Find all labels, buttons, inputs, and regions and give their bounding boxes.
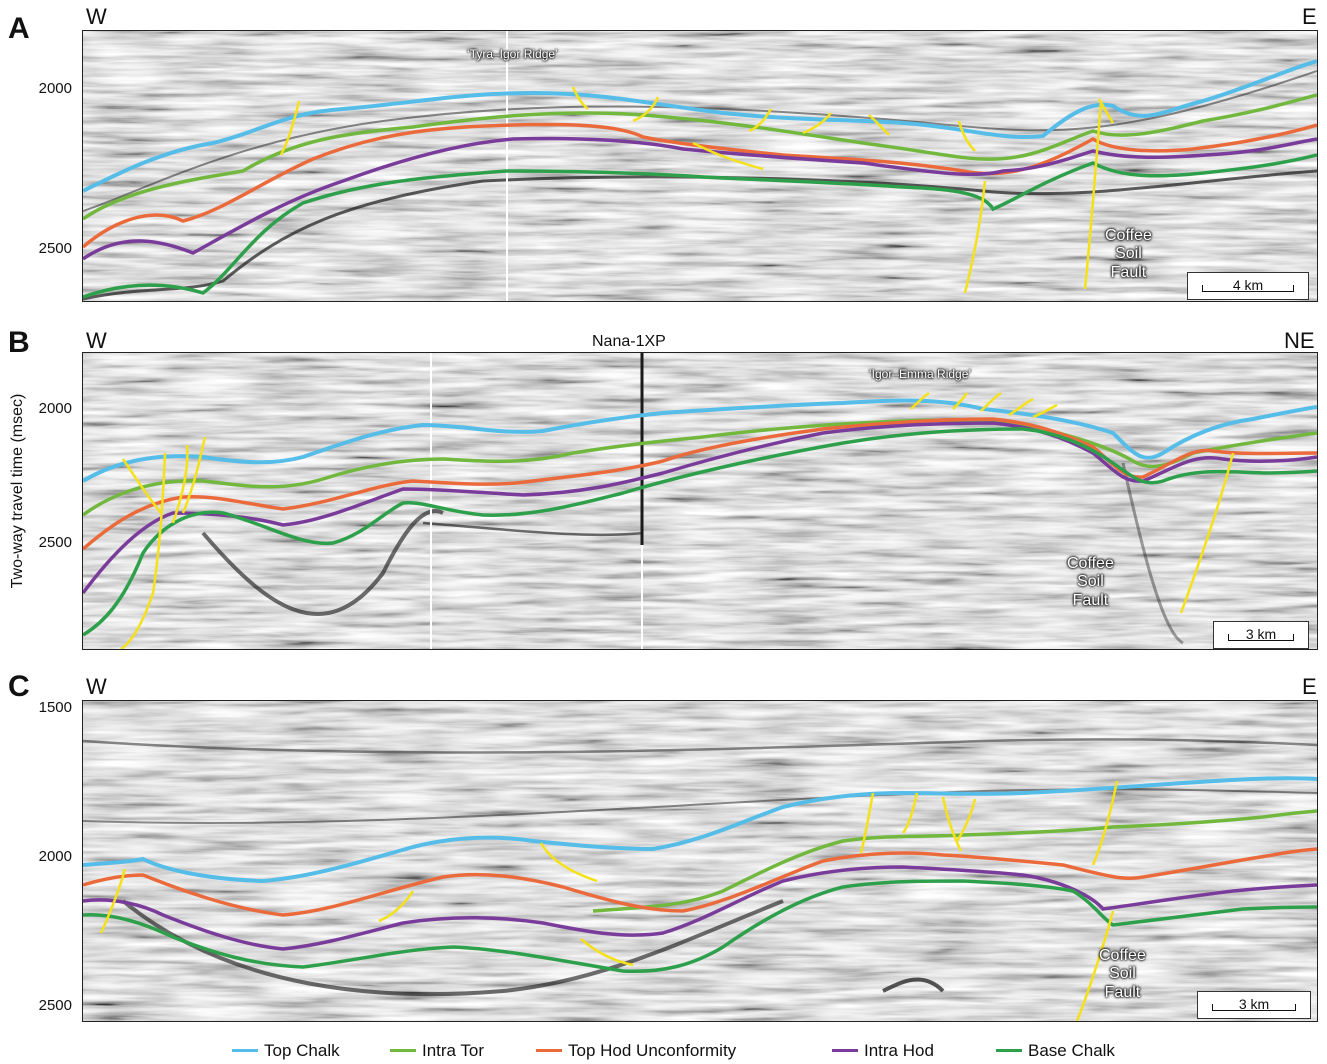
panel-c-scale-label: 3 km bbox=[1238, 996, 1270, 1012]
panel-a-seismic-svg bbox=[83, 31, 1317, 301]
panel-a-west: W bbox=[86, 4, 107, 29]
legend-label-intra-tor: Intra Tor bbox=[422, 1041, 485, 1060]
panel-a-letter: A bbox=[8, 12, 30, 45]
panel-a-tick-2000: 2000 bbox=[38, 80, 72, 97]
panel-a-faults bbox=[279, 86, 1115, 294]
panel-a-scale-line bbox=[1202, 285, 1294, 292]
legend-swatch-top-chalk bbox=[232, 1049, 258, 1053]
panel-b-horizon-top-hod bbox=[83, 417, 1317, 551]
panel-b-scale-bar: 3 km bbox=[1213, 621, 1309, 649]
panel-b-scale-line bbox=[1228, 634, 1294, 641]
panel-b-tick-2000: 2000 bbox=[38, 400, 72, 417]
legend-swatch-base-chalk bbox=[996, 1049, 1022, 1053]
panel-c-faults bbox=[99, 780, 1119, 1021]
panel-b-tick-2500: 2500 bbox=[38, 534, 72, 551]
legend-label-top-chalk: Top Chalk bbox=[264, 1041, 340, 1060]
legend-label-intra-hod: Intra Hod bbox=[864, 1041, 934, 1060]
panel-c-scale-line bbox=[1212, 1004, 1296, 1011]
panel-b-seismic-svg bbox=[83, 353, 1317, 649]
panel-a-horizon-base-chalk bbox=[83, 153, 1317, 299]
panel-c-fault-label: Coffee Soil Fault bbox=[1099, 947, 1146, 1001]
panel-c-scale-bar: 3 km bbox=[1197, 991, 1311, 1019]
legend-item-top-chalk: Top Chalk bbox=[232, 1040, 340, 1062]
panel-a-tick-2500: 2500 bbox=[38, 240, 72, 257]
legend-swatch-intra-hod bbox=[832, 1049, 858, 1053]
panel-b-faults bbox=[120, 391, 1235, 649]
legend-item-intra-hod: Intra Hod bbox=[832, 1040, 934, 1062]
panel-c-tick-1500: 1500 bbox=[38, 699, 72, 716]
panel-c-horizon-top-hod bbox=[83, 847, 1317, 917]
panel-b-horizon-top-chalk bbox=[83, 398, 1317, 483]
panel-b-letter: B bbox=[8, 326, 30, 359]
panel-c-horizon-top-chalk bbox=[83, 776, 1317, 884]
panel-b-fault-label: Coffee Soil Fault bbox=[1067, 555, 1114, 609]
panel-c-tick-2000: 2000 bbox=[38, 848, 72, 865]
panel-b-west: W bbox=[86, 328, 107, 353]
panel-a-horizon-top-hod bbox=[83, 122, 1317, 249]
legend-item-top-hod: Top Hod Unconformity bbox=[536, 1040, 736, 1062]
legend-label-top-hod: Top Hod Unconformity bbox=[568, 1041, 737, 1060]
panel-c-tick-2500: 2500 bbox=[38, 997, 72, 1014]
panel-c-horizon-intra-tor bbox=[592, 809, 1317, 913]
panel-c-west: W bbox=[86, 674, 107, 699]
panel-b-ridge-label: ‘Igor–Emma Ridge’ bbox=[869, 367, 972, 381]
panel-a-horizon-top-chalk bbox=[83, 59, 1317, 193]
y-axis-label: Two-way travel time (msec) bbox=[9, 393, 26, 589]
panel-c-horizon-intra-hod bbox=[83, 865, 1317, 951]
legend-item-base-chalk: Base Chalk bbox=[996, 1040, 1115, 1062]
legend-label-base-chalk: Base Chalk bbox=[1028, 1041, 1115, 1060]
panel-a-seismic-section: ‘Tyra–Igor Ridge’ Coffee Soil Fault 4 km bbox=[82, 30, 1318, 302]
panel-b-horizon-intra-tor bbox=[83, 418, 1317, 517]
legend-swatch-intra-tor bbox=[390, 1049, 416, 1053]
panel-b-east: NE bbox=[1284, 328, 1315, 353]
panel-b-well-label: Nana-1XP bbox=[592, 333, 666, 350]
panel-a-fault-label: Coffee Soil Fault bbox=[1105, 227, 1152, 281]
panel-c-east: E bbox=[1302, 674, 1317, 699]
panel-c-seismic-section: Coffee Soil Fault 3 km bbox=[82, 700, 1318, 1022]
legend-swatch-top-hod bbox=[536, 1049, 562, 1053]
horizon-legend: Top Chalk Intra Tor Top Hod Unconformity… bbox=[0, 1040, 1327, 1062]
panel-a-scale-bar: 4 km bbox=[1187, 272, 1309, 300]
panel-b-scale-label: 3 km bbox=[1245, 626, 1277, 642]
panel-b-seismic-section: ‘Igor–Emma Ridge’ Coffee Soil Fault 3 km bbox=[82, 352, 1318, 650]
legend-item-intra-tor: Intra Tor bbox=[390, 1040, 484, 1062]
panel-a-ridge-label: ‘Tyra–Igor Ridge’ bbox=[467, 47, 558, 61]
panel-c-seismic-svg bbox=[83, 701, 1317, 1021]
panel-a-horizon-intra-tor bbox=[83, 93, 1317, 221]
panel-c-letter: C bbox=[8, 670, 30, 703]
panel-a-scale-label: 4 km bbox=[1232, 277, 1264, 293]
panel-c-horizon-base-chalk bbox=[83, 879, 1317, 974]
panel-a-east: E bbox=[1302, 4, 1317, 29]
panel-b-horizon-base-chalk bbox=[83, 427, 1317, 637]
